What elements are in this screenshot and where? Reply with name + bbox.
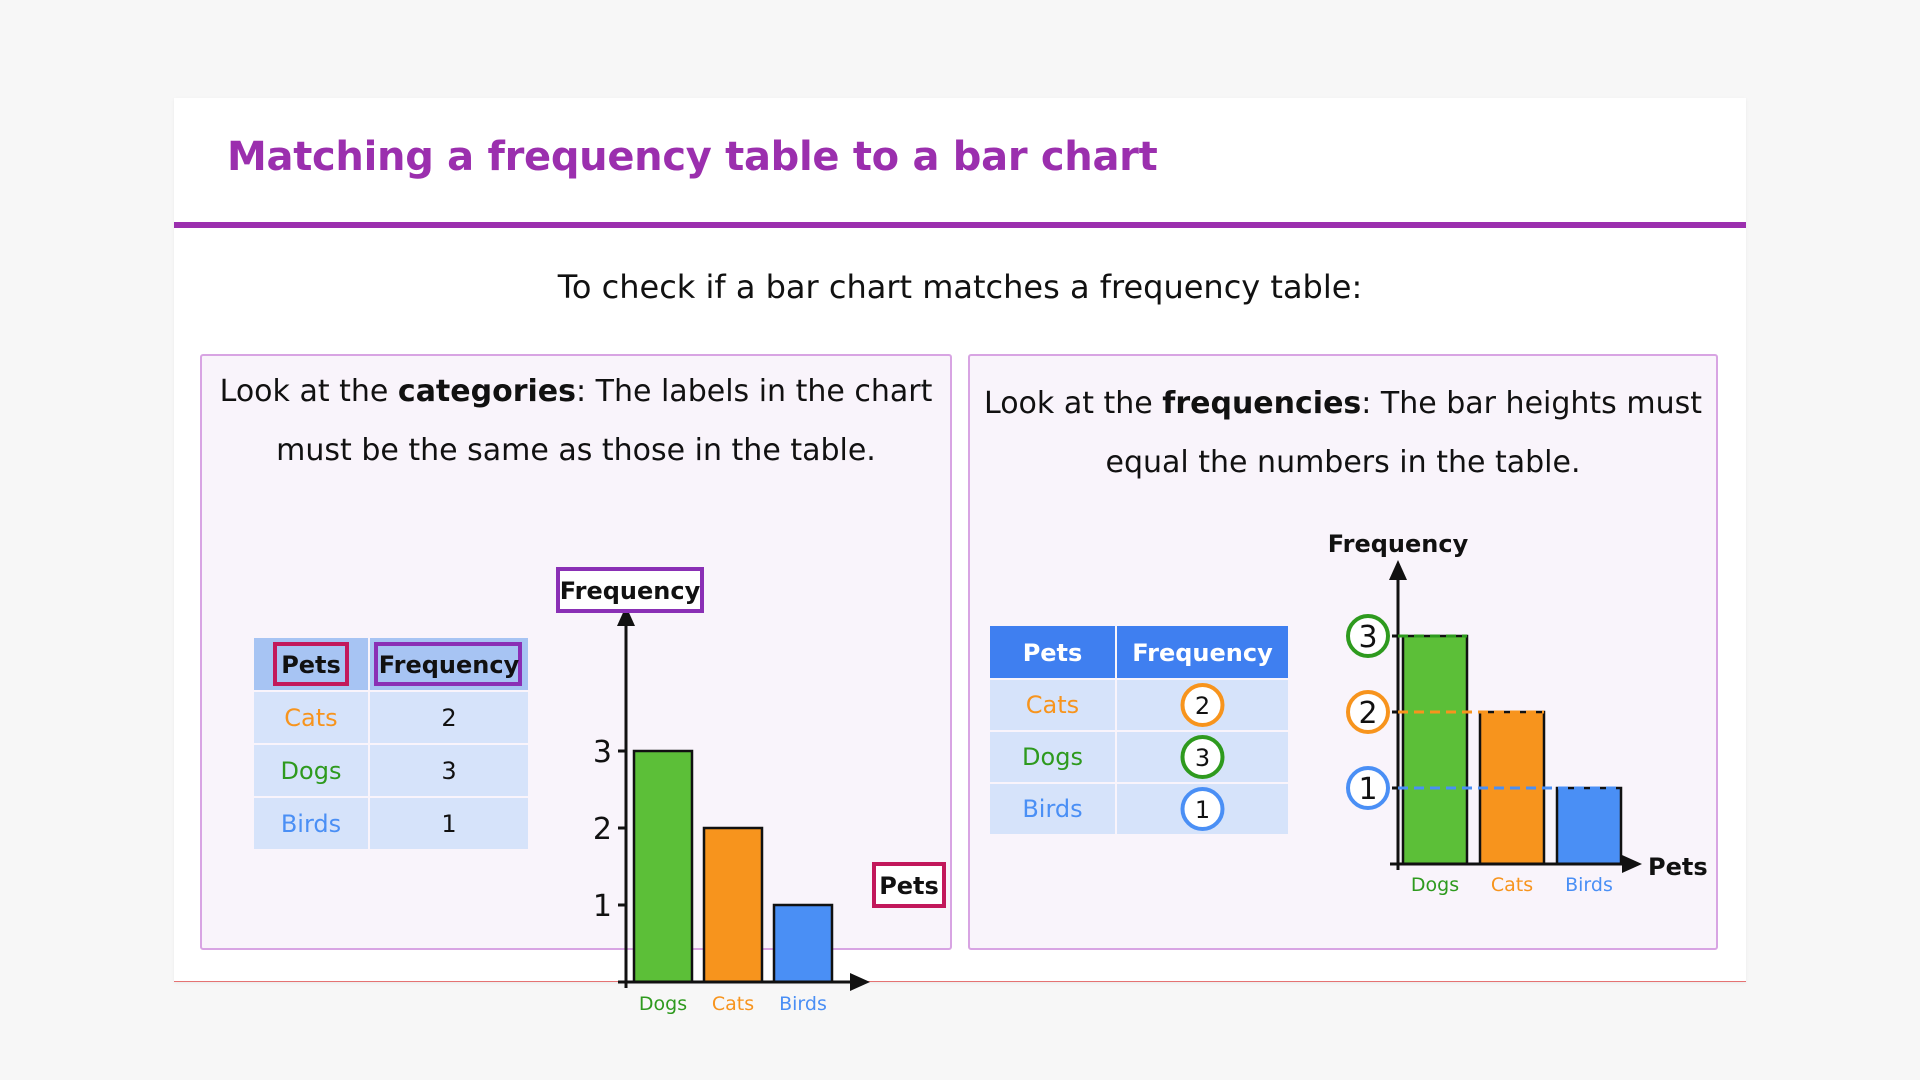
x-tick-label: Cats [712,993,754,1015]
frequencies-figure: Pets Frequency Cats 2 Dogs 3 Birds 1 Dogs Cats Bir… [990,530,1708,896]
intro-text: To check if a bar chart matches a freque… [557,268,1363,306]
pets-highlight-box [273,642,349,686]
table-header-frequency: Frequency [1132,639,1273,667]
instruction-text: : The labels in the chart must be the sa… [276,374,933,468]
table-cell-frequency: 2 [1195,692,1210,720]
y-tick-circle [1346,690,1390,734]
table-header-cell [990,626,1115,678]
table-cell-frequency: 2 [441,704,456,732]
y-axis-label: Frequency [560,577,701,605]
y-axis-arrow [1389,560,1407,580]
table-cell [370,745,528,796]
instruction-keyword: frequencies [1162,386,1362,421]
bar-dogs [1401,634,1469,866]
categories-figure: Pets Frequency Cats 2 Dogs 3 Birds 1 Dogs Cats Bir… [254,567,946,1015]
bar-chart: Dogs Cats Birds 1 2 3 Frequency Pets [556,567,946,1015]
slide: Matching a frequency table to a bar char… [174,98,1746,1015]
y-tick-label: 3 [593,735,612,770]
slide-title: Matching a frequency table to a bar char… [227,134,1158,180]
table-cell-pet: Cats [284,704,337,732]
y-axis-label-box [556,567,704,613]
table-cell-frequency: 1 [441,810,456,838]
table-cell-pet: Dogs [281,757,342,785]
table-cell-frequency: 1 [1195,796,1210,824]
instruction-text: Look at the [984,386,1163,421]
x-tick-label: Dogs [1411,874,1459,896]
y-tick-label: 3 [1358,620,1377,655]
bar-cats [702,826,764,984]
table-cell-frequency: 3 [441,757,456,785]
frequency-table: Pets Frequency Cats 2 Dogs 3 Birds 1 [254,638,528,849]
x-tick-label: Birds [779,993,827,1015]
instruction-text: Look at the [219,374,398,409]
table-cell-pet: Cats [1026,691,1079,719]
x-axis-arrow [1622,855,1642,873]
frequency-highlight-box [374,642,522,686]
x-tick-label: Cats [1491,874,1533,896]
y-tick-label: 1 [1358,772,1377,807]
table-cell [370,692,528,743]
bar-birds [1555,786,1623,866]
table-header-pets: Pets [281,651,341,679]
table-cell-pet: Birds [281,810,341,838]
title-underline [174,222,1746,228]
categories-panel: Look at the categories: The labels in th… [200,354,952,1015]
table-header-cell [1117,626,1288,678]
y-tick-label: 1 [593,889,612,924]
frequencies-instruction: Look at the frequencies: The bar heights… [970,374,1716,492]
table-header-cell [370,638,528,690]
x-axis-arrow [850,973,870,991]
frequency-table: Pets Frequency Cats 2 Dogs 3 Birds 1 [990,626,1288,834]
y-tick-label: 2 [593,812,612,847]
bar-chart: Dogs Cats Birds 1 2 3 Frequency Pets [1328,530,1708,896]
frequency-circle [1180,735,1225,779]
y-axis-arrow [617,606,635,626]
categories-instruction: Look at the categories: The labels in th… [202,362,950,480]
instruction-text: : The bar heights must equal the numbers… [1105,386,1702,480]
y-axis-label: Frequency [1328,530,1469,558]
x-axis-label: Pets [879,872,939,900]
y-tick-circle [1346,614,1390,658]
table-cell [254,745,368,796]
table-header-frequency: Frequency [379,651,520,679]
y-tick-label: 2 [1358,696,1377,731]
x-axis-label: Pets [1648,853,1708,881]
y-tick-circle [1346,766,1390,810]
table-cell-pet: Dogs [1022,743,1083,771]
instruction-keyword: categories [397,374,576,409]
x-tick-label: Dogs [639,993,687,1015]
bar-dogs [632,749,694,984]
table-cell [990,680,1115,730]
table-header-pets: Pets [1023,639,1083,667]
table-cell-pet: Birds [1022,795,1082,823]
table-cell [990,784,1115,834]
frequency-circle [1180,787,1225,831]
table-cell-frequency: 3 [1195,744,1210,772]
frequencies-panel: Look at the frequencies: The bar heights… [968,354,1718,950]
table-cell [254,692,368,743]
table-cell [254,798,368,849]
table-cell [990,732,1115,782]
bar-birds [772,903,834,984]
x-axis-label-box [872,862,946,908]
frequency-circle [1180,683,1225,727]
table-cell [370,798,528,849]
x-tick-label: Birds [1565,874,1613,896]
